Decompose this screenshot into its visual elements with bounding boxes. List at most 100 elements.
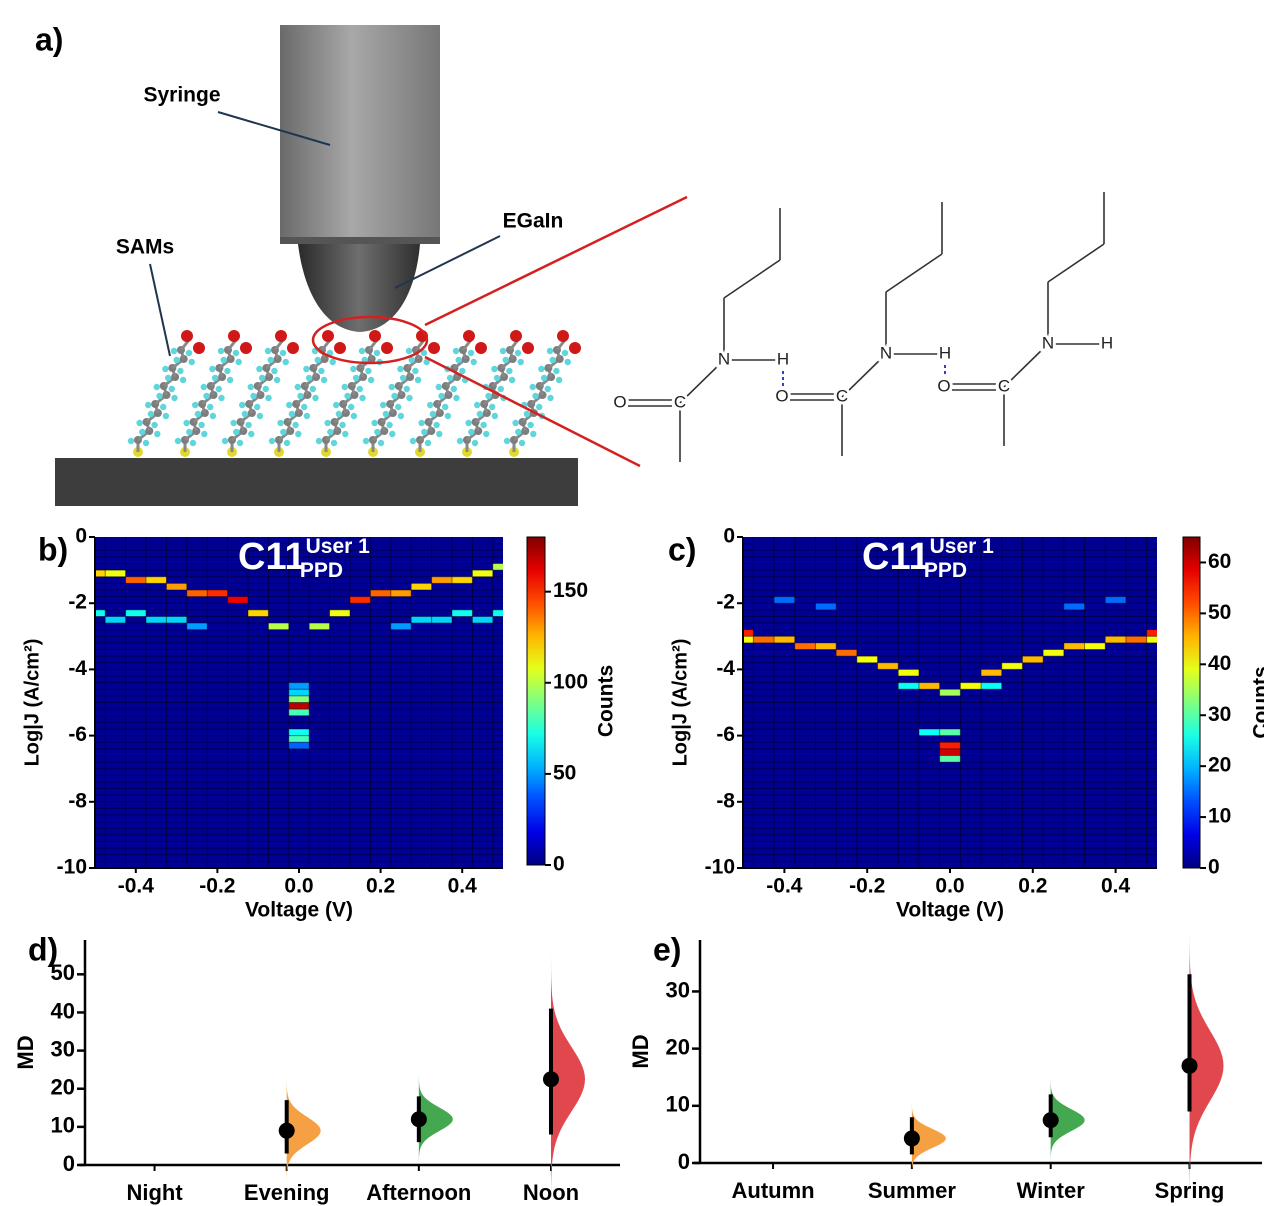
oxygen-atom <box>569 342 581 354</box>
heatmap-cell <box>918 682 940 690</box>
atom-label: N <box>880 343 892 362</box>
heatmap-cell <box>390 623 412 630</box>
hydrogen-atom <box>399 374 407 382</box>
distribution <box>550 950 585 1206</box>
hydrogen-atom <box>503 437 511 445</box>
hydrogen-atom <box>139 428 146 436</box>
substrate <box>55 458 578 506</box>
hydrogen-atom <box>424 439 432 447</box>
hydrogen-atom <box>442 403 449 411</box>
hydrogen-atom <box>142 439 150 447</box>
hydrogen-atom <box>333 401 340 409</box>
heatmap-cell <box>227 596 248 604</box>
hydrogen-atom <box>436 430 443 438</box>
hydrogen-atom <box>480 421 487 429</box>
hydrogen-atom <box>189 439 197 447</box>
hydrogen-atom <box>330 439 338 447</box>
heatmap-cell <box>288 689 310 696</box>
hydrogen-atom <box>356 385 363 393</box>
heatmap-cell <box>207 589 228 597</box>
hydrogen-atom <box>344 392 351 400</box>
syringe-ring <box>280 237 440 244</box>
mean-dot <box>1042 1112 1059 1129</box>
y-tick-label: 10 <box>666 1092 690 1117</box>
hydrogen-atom <box>173 356 180 364</box>
heatmap-cell <box>939 728 961 736</box>
hydrogen-atom <box>341 383 348 391</box>
heatmap-cell <box>350 596 371 604</box>
atom-label: H <box>777 349 789 368</box>
heatmap-cell <box>743 629 754 637</box>
plot-background <box>743 537 1157 868</box>
mean-dot <box>542 1071 559 1088</box>
atom-label: H <box>1101 333 1113 352</box>
hydrogen-atom <box>218 394 225 402</box>
heatmap-cell <box>981 669 1002 677</box>
hydrogen-atom <box>177 367 184 375</box>
atom-label: O <box>613 392 626 411</box>
schematic: a) Syringe EGaIn SAMs O CN HO CN HO CN H <box>35 21 1116 506</box>
bond <box>885 253 943 293</box>
heatmap-cell <box>411 583 432 590</box>
heatmap-plot: 0 -2 -4 -6 -8 -10 -0.4 -0.2 0.0 0.2 0.4 Voltage (V)… <box>21 525 617 922</box>
oxygen-atom <box>522 342 534 354</box>
chart-title: C11User 1 PPD <box>862 535 994 582</box>
hydrogen-atom <box>256 365 263 373</box>
title-sup: User 1 <box>930 535 995 558</box>
hydrogen-atom <box>329 358 336 366</box>
hydrogen-atom <box>179 376 187 384</box>
distribution <box>286 1076 321 1186</box>
y-tick-label: -6 <box>716 723 735 746</box>
x-tick-label: Afternoon <box>366 1180 471 1205</box>
y-tick-label: 30 <box>666 977 690 1002</box>
oxygen-atom <box>322 330 334 342</box>
heatmap-cell <box>898 669 919 677</box>
leader-line <box>217 111 331 146</box>
hydrogen-atom <box>192 401 199 409</box>
hydrogen-atom <box>277 419 284 427</box>
title-sub: PPD <box>300 559 343 582</box>
colorbar-tick-label: 20 <box>1208 754 1231 777</box>
heatmap-plot: 0 -2 -4 -6 -8 -10 -0.4 -0.2 0.0 0.2 0.4 Voltage (V)… <box>669 525 1264 922</box>
heatmap-cell <box>329 609 350 617</box>
hydrogen-atom <box>198 421 205 429</box>
heatmap-cell <box>1001 662 1023 670</box>
x-tick-label: 0.2 <box>1018 875 1047 898</box>
colorbar-tick-label: 100 <box>553 670 588 693</box>
hydrogen-atom <box>523 410 531 418</box>
heatmap-cell <box>431 616 452 624</box>
x-tick-label: 0.4 <box>448 875 478 898</box>
heatmap-cell <box>431 576 452 584</box>
hydrogen-atom <box>318 367 325 375</box>
hydrogen-atom <box>502 356 509 364</box>
hydrogen-atom <box>438 392 445 400</box>
hydrogen-atom <box>467 349 475 357</box>
heatmap-cell <box>981 682 1002 690</box>
heatmap-cell <box>309 623 330 630</box>
heatmap-cell <box>898 682 919 690</box>
hydrogen-atom <box>153 383 160 391</box>
hydrogen-atom <box>264 347 272 355</box>
hydrogen-atom <box>456 437 464 445</box>
hydrogen-atom <box>271 367 278 375</box>
title-main: C11 <box>862 536 930 578</box>
x-axis-label: Voltage (V) <box>245 899 353 922</box>
hydrogen-atom <box>312 394 319 402</box>
heatmap-cell <box>288 709 310 716</box>
hydrogen-atom <box>544 385 551 393</box>
oxygen-atom <box>181 330 193 342</box>
y-tick-label: -4 <box>716 657 735 680</box>
heatmap-cell <box>753 636 775 643</box>
hydrogen-atom <box>470 358 477 366</box>
y-tick-label: -4 <box>68 657 87 680</box>
chart-title: C11User 1 PPD <box>238 535 370 582</box>
heatmap-cell <box>1022 656 1044 663</box>
hydrogen-atom <box>371 419 378 427</box>
hydrogen-atom <box>406 394 413 402</box>
mean-dot <box>903 1130 920 1147</box>
colorbar-tick-label: 0 <box>1208 856 1220 879</box>
label: Syringe <box>143 84 220 107</box>
heatmap-cell <box>939 689 961 696</box>
heatmap-cell <box>856 656 878 663</box>
hydrogen-atom <box>409 437 417 445</box>
